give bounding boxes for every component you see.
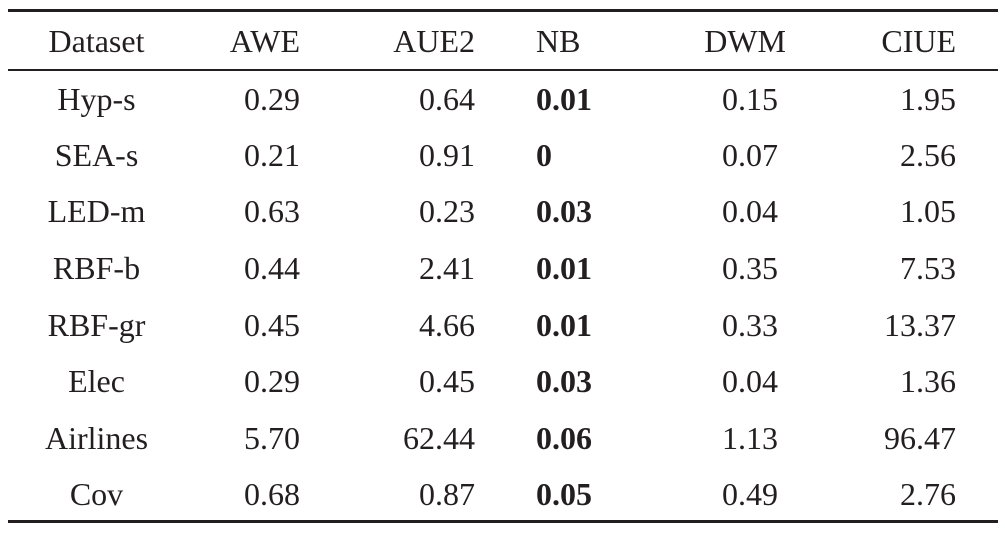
cell-dataset: SEA-s bbox=[54, 136, 139, 173]
cell-nb: 0 bbox=[536, 136, 552, 173]
cell-dataset: RBF-b bbox=[52, 250, 141, 287]
cell-aue2: 0.23 bbox=[419, 193, 475, 230]
header-aue2: AUE2 bbox=[393, 23, 475, 59]
table-row: RBF-gr 0.45 4.66 0.01 0.33 13.37 bbox=[8, 296, 998, 353]
cell-dwm: 0.35 bbox=[722, 250, 778, 287]
table-row: Airlines 5.70 62.44 0.06 1.13 96.47 bbox=[8, 410, 998, 467]
cell-awe: 0.68 bbox=[244, 476, 300, 513]
header-awe: AWE bbox=[229, 23, 300, 59]
cell-dataset: Elec bbox=[68, 363, 125, 400]
cell-ciue: 96.47 bbox=[884, 419, 956, 456]
cell-dwm: 0.04 bbox=[722, 193, 778, 230]
table-row: LED-m 0.63 0.23 0.03 0.04 1.05 bbox=[8, 183, 998, 240]
cell-awe: 5.70 bbox=[244, 419, 300, 456]
table-row: Cov 0.68 0.87 0.05 0.49 2.76 bbox=[8, 466, 998, 523]
cell-nb: 0.01 bbox=[536, 81, 592, 118]
table-body: Hyp-s 0.29 0.64 0.01 0.15 1.95 SEA-s 0.2… bbox=[8, 70, 998, 523]
cell-dwm: 0.49 bbox=[722, 476, 778, 513]
cell-ciue: 1.95 bbox=[900, 81, 956, 118]
table-top-rule bbox=[8, 9, 998, 12]
cell-ciue: 1.36 bbox=[900, 363, 956, 400]
cell-aue2: 2.41 bbox=[419, 250, 475, 287]
cell-nb: 0.01 bbox=[536, 306, 592, 343]
cell-dwm: 1.13 bbox=[722, 419, 778, 456]
header-nb: NB bbox=[536, 23, 581, 59]
table-bottom-rule bbox=[8, 520, 998, 523]
cell-awe: 0.21 bbox=[244, 136, 300, 173]
table-header-rule bbox=[8, 69, 998, 71]
header-dwm: DWM bbox=[704, 23, 786, 59]
cell-aue2: 0.91 bbox=[419, 136, 475, 173]
cell-ciue: 2.76 bbox=[900, 476, 956, 513]
cell-dwm: 0.15 bbox=[722, 81, 778, 118]
cell-awe: 0.44 bbox=[244, 250, 300, 287]
cell-aue2: 0.87 bbox=[419, 476, 475, 513]
cell-ciue: 1.05 bbox=[900, 193, 956, 230]
header-dataset: Dataset bbox=[48, 23, 145, 59]
cell-dataset: RBF-gr bbox=[47, 306, 146, 343]
cell-dataset: Cov bbox=[69, 476, 124, 513]
cell-nb: 0.06 bbox=[536, 419, 592, 456]
cell-nb: 0.01 bbox=[536, 250, 592, 287]
cell-dataset: Airlines bbox=[44, 419, 149, 456]
table-row: RBF-b 0.44 2.41 0.01 0.35 7.53 bbox=[8, 240, 998, 297]
cell-awe: 0.29 bbox=[244, 81, 300, 118]
cell-aue2: 62.44 bbox=[403, 419, 475, 456]
header-row: Dataset AWE AUE2 NB DWM CIUE bbox=[8, 12, 998, 70]
cell-awe: 0.29 bbox=[244, 363, 300, 400]
cell-dataset: LED-m bbox=[47, 193, 146, 230]
table-row: SEA-s 0.21 0.91 0 0.07 2.56 bbox=[8, 127, 998, 184]
cell-aue2: 4.66 bbox=[419, 306, 475, 343]
cell-nb: 0.03 bbox=[536, 193, 592, 230]
cell-dwm: 0.07 bbox=[722, 136, 778, 173]
cell-nb: 0.03 bbox=[536, 363, 592, 400]
cell-awe: 0.45 bbox=[244, 306, 300, 343]
cell-nb: 0.05 bbox=[536, 476, 592, 513]
table-row: Hyp-s 0.29 0.64 0.01 0.15 1.95 bbox=[8, 70, 998, 127]
header-ciue: CIUE bbox=[881, 23, 956, 59]
cell-dataset: Hyp-s bbox=[57, 81, 136, 118]
table-header: Dataset AWE AUE2 NB DWM CIUE bbox=[8, 12, 998, 70]
cell-dwm: 0.33 bbox=[722, 306, 778, 343]
cell-aue2: 0.45 bbox=[419, 363, 475, 400]
cell-aue2: 0.64 bbox=[419, 81, 475, 118]
cell-ciue: 7.53 bbox=[900, 250, 956, 287]
cell-ciue: 13.37 bbox=[884, 306, 956, 343]
cell-dwm: 0.04 bbox=[722, 363, 778, 400]
results-table: Dataset AWE AUE2 NB DWM CIUE Hyp-s 0.29 … bbox=[8, 12, 998, 523]
cell-awe: 0.63 bbox=[244, 193, 300, 230]
cell-ciue: 2.56 bbox=[900, 136, 956, 173]
table-row: Elec 0.29 0.45 0.03 0.04 1.36 bbox=[8, 353, 998, 410]
